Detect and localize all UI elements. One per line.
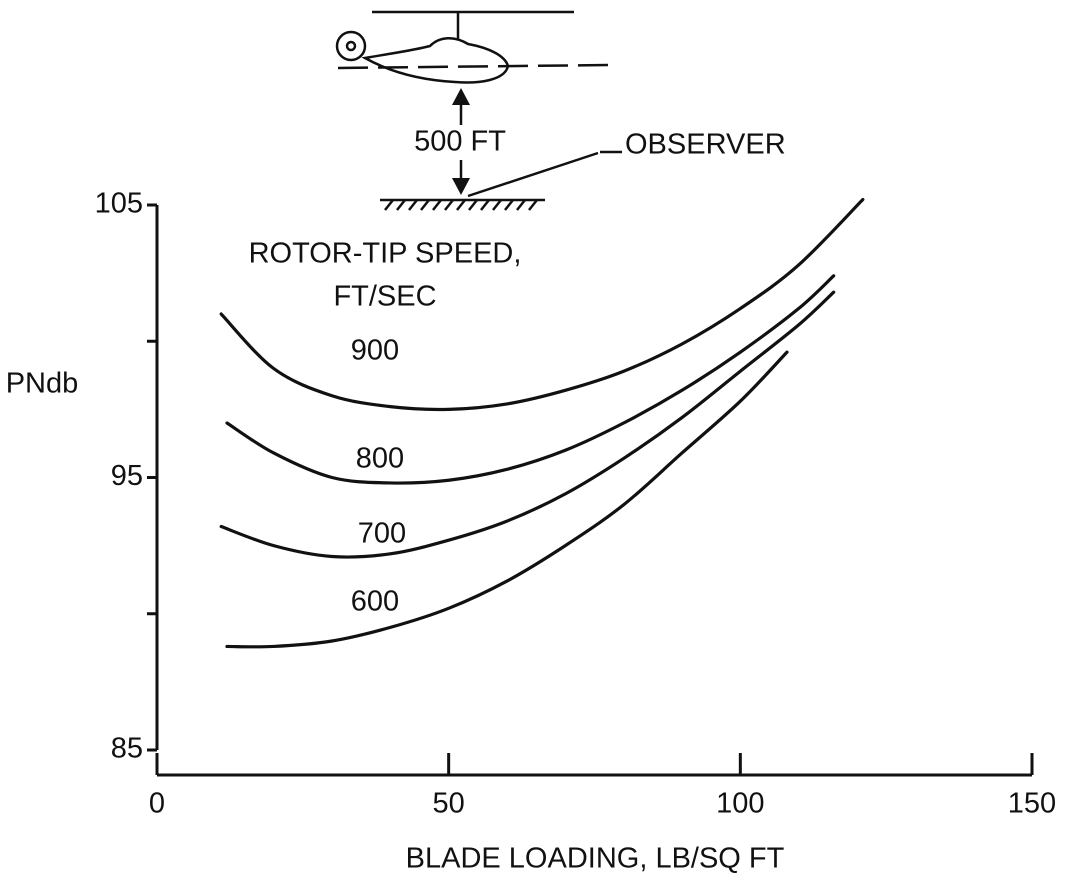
series-label: 900 [351, 335, 399, 367]
helicopter-sketch [335, 10, 622, 211]
series-label: 700 [358, 518, 406, 550]
x-axis-label: BLADE LOADING, LB/SQ FT [406, 843, 785, 875]
x-tick-label: 150 [1008, 788, 1056, 820]
y-axis-label: PNdb [6, 368, 79, 400]
series-label: 800 [356, 443, 404, 475]
x-tick-label: 50 [433, 788, 465, 820]
observer-label: OBSERVER [625, 129, 786, 161]
y-tick-label: 105 [95, 188, 143, 220]
line-series [225, 350, 789, 649]
x-tick-label: 0 [149, 788, 165, 820]
line-series [219, 290, 836, 559]
height-label: 500 FT [414, 126, 506, 158]
legend-title: FT/SEC [333, 281, 436, 313]
y-tick-label: 95 [111, 460, 143, 492]
line-series [219, 197, 865, 412]
series-label: 600 [351, 586, 399, 618]
legend-title: ROTOR-TIP SPEED, [249, 238, 522, 270]
x-tick-label: 100 [716, 788, 764, 820]
y-tick-label: 85 [111, 733, 143, 765]
line-series [225, 274, 836, 485]
